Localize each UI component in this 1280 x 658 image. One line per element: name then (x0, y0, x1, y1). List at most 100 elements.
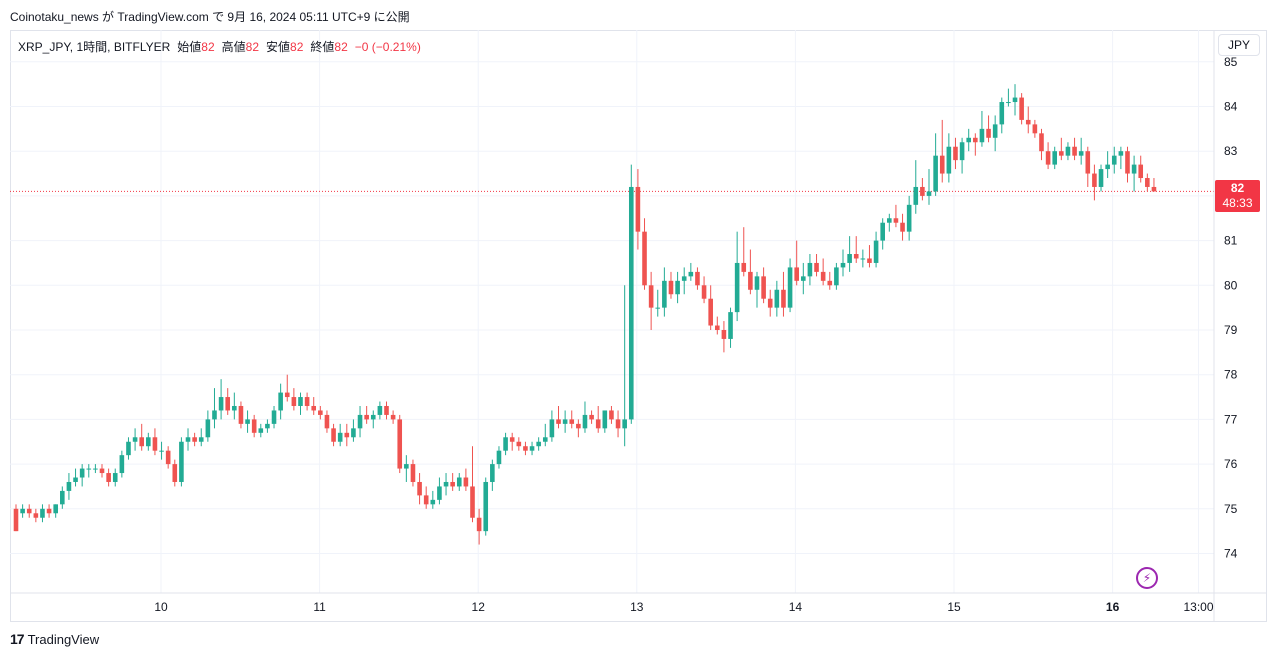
low-value: 82 (290, 39, 304, 54)
logo-text: TradingView (27, 631, 100, 647)
candle-body (60, 490, 65, 505)
candle-body (920, 186, 925, 196)
time-tick-label: 14 (789, 600, 803, 614)
candle-body (1059, 151, 1064, 156)
candle-body (569, 419, 575, 424)
candle-body (615, 419, 621, 429)
candle-body (238, 405, 244, 424)
candle-body (893, 218, 899, 223)
candle-body (946, 146, 952, 174)
candle-body (390, 414, 396, 420)
candle-body (609, 410, 614, 420)
price-axis[interactable]: 747576777879808182838485 (1224, 55, 1238, 561)
candle-body (298, 397, 303, 406)
candle-body (483, 481, 489, 532)
candle-body (582, 414, 588, 429)
candle-body (827, 280, 833, 286)
candle-body (179, 441, 184, 482)
candle-body (198, 437, 204, 442)
candle-body (40, 508, 45, 518)
candle-body (185, 437, 191, 442)
candle-body (1032, 124, 1038, 134)
candle-body (761, 276, 766, 299)
candle-body (979, 128, 985, 143)
candle-body (66, 481, 72, 491)
candle-body (602, 410, 608, 429)
candle-body (906, 204, 912, 232)
candle-body (628, 186, 634, 420)
candle-body (516, 441, 522, 447)
candle-body (212, 410, 217, 420)
candle-body (648, 285, 654, 308)
candle-body (622, 419, 627, 429)
candle-body (423, 495, 429, 505)
candle-body (807, 262, 813, 277)
time-tick-label: 12 (472, 600, 486, 614)
open-label: 始値 (177, 40, 202, 54)
candle-body (708, 298, 713, 326)
candle-body (801, 276, 806, 281)
candle-body (13, 508, 19, 532)
close-label: 終値 (310, 40, 335, 54)
candle-body (1052, 151, 1058, 165)
candle-body (384, 405, 389, 415)
candle-body (245, 419, 250, 424)
candle-body (443, 481, 449, 487)
chart-frame (10, 30, 1267, 622)
candle-body (1078, 151, 1084, 156)
candle-body (509, 437, 515, 442)
candle-body (887, 218, 892, 223)
candle-body (1105, 164, 1110, 170)
time-tick-label: 15 (947, 600, 961, 614)
candle-body (536, 441, 541, 447)
candle-body (1045, 151, 1051, 165)
candle-body (159, 450, 164, 452)
candle-body (695, 271, 700, 286)
last-price-value: 82 (1230, 181, 1245, 195)
candle-body (781, 289, 786, 308)
candle-body (417, 481, 422, 496)
candle-body (225, 397, 231, 411)
candle-body (847, 254, 852, 263)
candle-body (953, 146, 958, 161)
candle-body (741, 262, 747, 272)
candle-body (26, 508, 32, 514)
candle-body (900, 222, 905, 232)
candle-body (867, 258, 872, 263)
candle-body (86, 468, 92, 470)
time-tick-label: 16 (1106, 600, 1120, 614)
tradingview-logo[interactable]: 17 TradingView (10, 631, 99, 647)
candle-body (490, 464, 495, 482)
candle-body (814, 262, 819, 272)
candle-body (959, 142, 965, 161)
lightning-icon[interactable]: ⚡ (1136, 567, 1158, 589)
candle-body (820, 271, 826, 281)
close-value: 82 (334, 39, 348, 54)
candle-body (106, 473, 111, 482)
candle-body (450, 481, 455, 487)
candle-body (1131, 164, 1137, 174)
currency-button[interactable]: JPY (1218, 34, 1260, 56)
candle-body (311, 405, 317, 411)
chart-legend: XRP_JPY, 1時間, BITFLYER 始値 82 高値 82 安値 82 終値… (18, 38, 421, 55)
candle-body (1039, 133, 1044, 152)
candle-body (126, 441, 131, 456)
candle-body (496, 450, 502, 465)
candle-body (139, 437, 145, 447)
candle-body (152, 437, 158, 451)
candle-body (973, 137, 978, 143)
price-tick-label: 84 (1224, 100, 1238, 114)
candle-body (523, 446, 528, 451)
candle-body (714, 325, 720, 330)
candle-body (53, 504, 58, 514)
time-axis[interactable]: 10 11 12 13 14 15 16 13:00 (154, 600, 1214, 614)
candle-body (926, 191, 932, 196)
price-tick-label: 78 (1224, 368, 1238, 382)
candle-body (456, 477, 462, 487)
candle-body (529, 446, 535, 451)
price-tick-label: 79 (1224, 323, 1238, 337)
candle-body (939, 155, 945, 174)
candle-body (589, 414, 594, 420)
symbol-label[interactable]: XRP_JPY, 1時間, BITFLYER (18, 40, 171, 54)
